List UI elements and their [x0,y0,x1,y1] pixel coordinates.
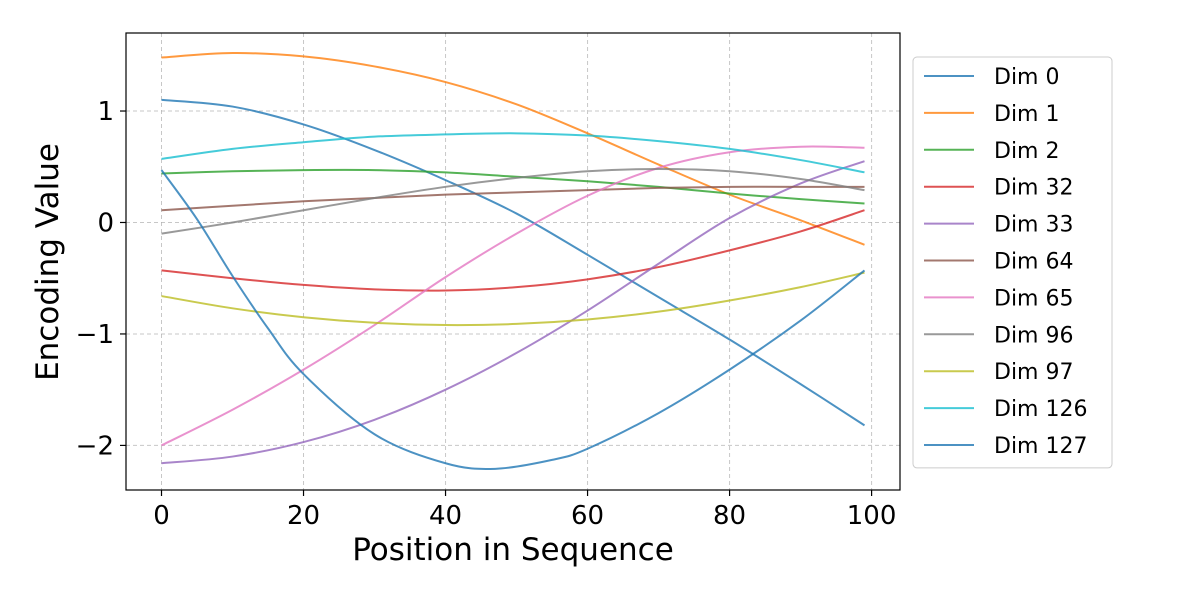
legend-label: Dim 0 [994,65,1059,90]
legend-label: Dim 97 [994,360,1073,385]
series-line-dim-32 [161,209,865,292]
series-line-dim-1 [161,52,865,246]
x-tick-label: 40 [429,501,462,531]
y-tick-label: −2 [76,431,114,461]
x-tick-label: 0 [153,501,170,531]
series-line-dim-96 [161,167,865,235]
series-line-dim-127 [160,169,866,470]
grid [126,33,900,490]
legend-label: Dim 96 [994,323,1073,348]
legend-label: Dim 1 [994,102,1059,127]
legend-label: Dim 32 [994,176,1073,201]
series-line-dim-0 [161,98,866,427]
x-tick-label: 80 [713,501,746,531]
series-line-dim-2 [161,168,865,205]
y-tick-label: 0 [97,208,114,238]
legend: Dim 0 Dim 1 Dim 2 Dim 32 Dim 33 Dim 64 Dim 65 D… [912,56,1113,469]
x-tick-label: 60 [571,501,604,531]
ticks: 0 20 40 60 80 100 −2 −1 0 1 [76,97,897,531]
y-axis-title: Encoding Value [30,143,66,381]
y-tick-label: 1 [97,97,114,127]
legend-label: Dim 65 [994,286,1073,311]
legend-label: Dim 33 [994,213,1073,238]
legend-label: Dim 126 [994,397,1087,422]
series-line-dim-64 [161,185,865,212]
series-group [160,52,866,470]
legend-label: Dim 64 [994,250,1073,275]
legend-label: Dim 127 [994,434,1087,459]
x-tick-label: 100 [847,501,897,531]
x-axis-title: Position in Sequence [352,532,674,568]
legend-frame [912,56,1113,469]
series-line-dim-97 [161,271,865,327]
series-line-dim-126 [161,132,865,174]
series-line-dim-33 [161,160,865,465]
x-tick-label: 20 [287,501,320,531]
legend-label: Dim 2 [994,139,1059,164]
y-tick-label: −1 [76,320,114,350]
plot-frame [125,32,901,491]
